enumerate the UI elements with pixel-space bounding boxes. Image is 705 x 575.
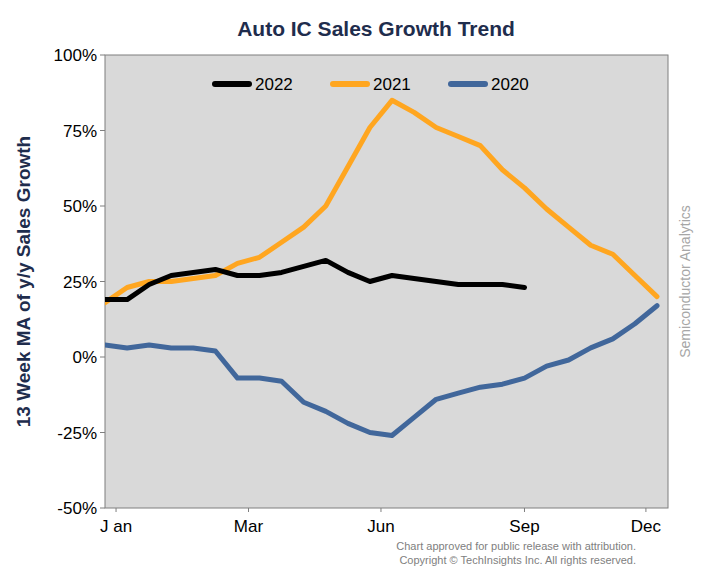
- x-tick: [116, 508, 117, 512]
- legend-swatch: [215, 81, 249, 87]
- y-tick: [100, 55, 105, 56]
- legend-label: 2022: [255, 75, 293, 94]
- x-tick: [380, 508, 381, 512]
- y-tick-label: 75%: [63, 122, 97, 141]
- y-tick: [100, 508, 105, 509]
- y-tick-label: 0%: [72, 348, 97, 367]
- series-group: [105, 100, 657, 435]
- source-note: Chart approved for public release with a…: [396, 540, 636, 552]
- y-tick: [100, 206, 105, 207]
- series-line: [105, 306, 657, 436]
- x-tick-label: J an: [100, 517, 132, 536]
- y-tick-label: 100%: [54, 46, 97, 65]
- title: Auto IC Sales Growth Trend: [237, 17, 515, 40]
- series-line: [105, 100, 657, 302]
- x-tick-label: Mar: [234, 517, 264, 536]
- y-tick: [100, 281, 105, 282]
- legend-swatch: [333, 81, 367, 87]
- x-tick-label: Sep: [509, 517, 539, 536]
- plot-area: [105, 55, 668, 508]
- y-tick-label: -50%: [57, 499, 97, 518]
- series-line: [105, 260, 525, 299]
- legend-swatch: [451, 81, 485, 87]
- x-tick-label: Jun: [367, 517, 394, 536]
- x-tick: [645, 508, 646, 512]
- legend-label: 2020: [491, 75, 529, 94]
- chart: Auto IC Sales Growth Trend 13 Week MA of …: [0, 0, 705, 575]
- source-note: Copyright © TechInsights Inc. All rights…: [399, 554, 636, 566]
- y-tick-label: 50%: [63, 197, 97, 216]
- y-tick: [100, 432, 105, 433]
- y-tick-label: 25%: [63, 273, 97, 292]
- x-tick: [248, 508, 249, 512]
- x-tick: [524, 508, 525, 512]
- y-axis-label: 13 Week MA of y/y Sales Growth: [13, 136, 34, 427]
- watermark: Semiconductor Analytics: [677, 205, 693, 358]
- y-tick-label: -25%: [57, 424, 97, 443]
- x-tick-label: Dec: [631, 517, 662, 536]
- legend-label: 2021: [373, 75, 411, 94]
- y-tick: [100, 357, 105, 358]
- y-tick: [100, 130, 105, 131]
